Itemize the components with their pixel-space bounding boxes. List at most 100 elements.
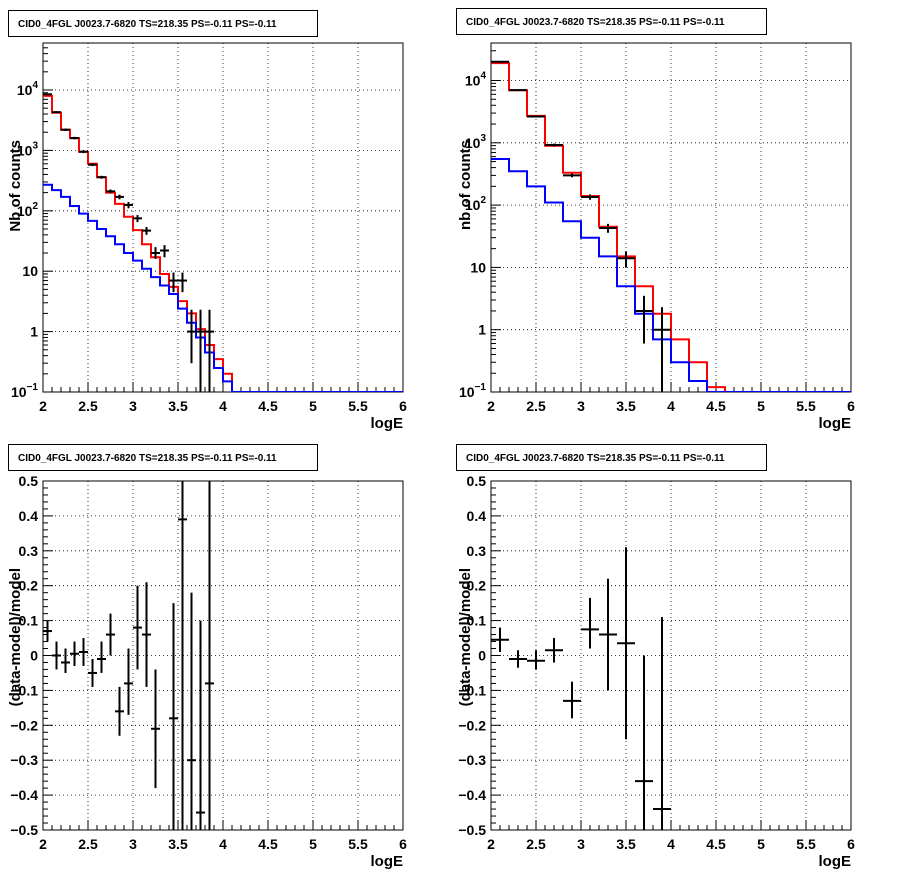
data-point: [133, 215, 142, 223]
y-tick-label: 0.1: [467, 613, 487, 629]
y-tick-base: 10: [11, 384, 27, 400]
y-tick-label: −0.5: [458, 822, 486, 838]
y-tick-label: 10−1: [11, 382, 38, 400]
component-model-histogram: [491, 158, 851, 392]
residual-point: [527, 650, 545, 670]
data-point: [79, 150, 88, 154]
panel-bottom-left: CID0_4FGL J0023.7-6820 TS=218.35 PS=-0.1…: [7, 444, 407, 870]
chart-title: CID0_4FGL J0023.7-6820 TS=218.35 PS=-0.1…: [466, 17, 725, 28]
residual-point: [52, 641, 61, 670]
x-axis-label: logE: [371, 415, 404, 432]
y-tick-label: −0.4: [458, 787, 486, 803]
panel-top-right: CID0_4FGL J0023.7-6820 TS=218.35 PS=-0.1…: [456, 8, 855, 432]
chart-title: CID0_4FGL J0023.7-6820 TS=218.35 PS=-0.1…: [18, 453, 277, 464]
residual-point: [88, 658, 97, 687]
plot-frame: [490, 42, 852, 393]
y-tick-base: 10: [465, 197, 481, 213]
chart-title: CID0_4FGL J0023.7-6820 TS=218.35 PS=-0.1…: [18, 19, 277, 30]
data-point: [599, 223, 617, 233]
y-tick-label: −0.1: [10, 682, 38, 698]
y-tick-base: 10: [465, 135, 481, 151]
x-tick-label: 3: [129, 398, 137, 414]
residual-point: [545, 638, 563, 663]
data-point: [97, 175, 106, 179]
y-tick-base: 10: [465, 73, 481, 89]
y-axis-label: nb of counts: [457, 140, 474, 230]
y-tick-label: −0.2: [458, 717, 486, 733]
total-model-histogram: [491, 62, 851, 392]
data-point: [178, 272, 187, 293]
residual-point: [653, 617, 671, 830]
grid: [43, 43, 403, 392]
y-tick-label: 103: [17, 140, 39, 158]
x-tick-label: 5: [309, 398, 317, 414]
y-axis-label: Nb of counts: [7, 140, 24, 232]
data-point: [581, 194, 599, 200]
data-point: [187, 309, 196, 364]
x-tick-label: 4: [219, 398, 227, 414]
data-point: [527, 115, 545, 118]
title-box: [456, 444, 767, 471]
residual-point: [79, 638, 88, 666]
y-tick-label: 0.2: [467, 578, 487, 594]
y-tick-label: −0.1: [458, 682, 486, 698]
y-tick-label: −0.4: [10, 787, 38, 803]
x-tick-label: 2: [487, 398, 495, 414]
x-tick-label: 5: [309, 836, 317, 852]
data-point: [70, 136, 79, 140]
y-tick-label: −0.3: [10, 752, 38, 768]
y-tick-label: 0.4: [19, 508, 39, 524]
y-tick-label: 0.4: [467, 508, 487, 524]
y-tick-exponent: 4: [480, 71, 486, 82]
data-point: [61, 128, 70, 131]
panel-top-left: CID0_4FGL J0023.7-6820 TS=218.35 PS=-0.1…: [7, 10, 407, 432]
y-tick-exponent: 3: [480, 133, 486, 144]
x-tick-label: 5.5: [796, 398, 816, 414]
y-tick-label: 1: [478, 322, 486, 338]
data-point: [205, 309, 214, 392]
residual-point: [151, 669, 160, 789]
data-point: [106, 189, 115, 194]
y-tick-label: 10: [22, 263, 38, 279]
residual-point: [97, 641, 106, 673]
y-tick-base: 10: [459, 384, 475, 400]
data-point: [43, 93, 52, 96]
x-axis-label: logE: [371, 853, 404, 870]
x-tick-label: 3.5: [168, 836, 188, 852]
y-tick-label: 1: [30, 324, 38, 340]
plot-frame: [42, 42, 404, 393]
residual-point: [635, 655, 653, 830]
x-tick-label: 6: [847, 836, 855, 852]
data-point: [617, 251, 635, 268]
residual-point: [115, 686, 124, 736]
x-tick-label: 3.5: [616, 398, 636, 414]
x-tick-label: 5.5: [796, 836, 816, 852]
y-tick-base: 10: [17, 203, 33, 219]
grid: [491, 481, 851, 830]
y-tick-base: 10: [17, 142, 33, 158]
component-model-histogram: [43, 183, 403, 392]
y-axis-label: (data-model)/model: [7, 568, 24, 706]
y-tick-label: 0.5: [467, 473, 487, 489]
x-tick-label: 3: [577, 836, 585, 852]
x-tick-label: 4.5: [706, 836, 726, 852]
data-point: [196, 309, 205, 392]
y-tick-exponent: 2: [480, 195, 486, 206]
data-point: [160, 245, 169, 258]
y-tick-label: 102: [17, 201, 39, 219]
data-point: [115, 194, 124, 200]
x-tick-label: 2.5: [526, 398, 546, 414]
plot-frame: [490, 480, 852, 831]
data-layer: [43, 481, 214, 830]
data-point: [635, 295, 653, 344]
residual-point: [491, 627, 509, 653]
y-axis-label: (data-model)/model: [457, 568, 474, 706]
residual-point: [599, 578, 617, 691]
y-tick-label: 0: [478, 648, 486, 664]
title-box: [456, 8, 767, 35]
x-tick-label: 2: [39, 836, 47, 852]
y-tick-label: −0.5: [10, 822, 38, 838]
x-tick-label: 4: [667, 836, 675, 852]
residual-point: [187, 592, 196, 830]
